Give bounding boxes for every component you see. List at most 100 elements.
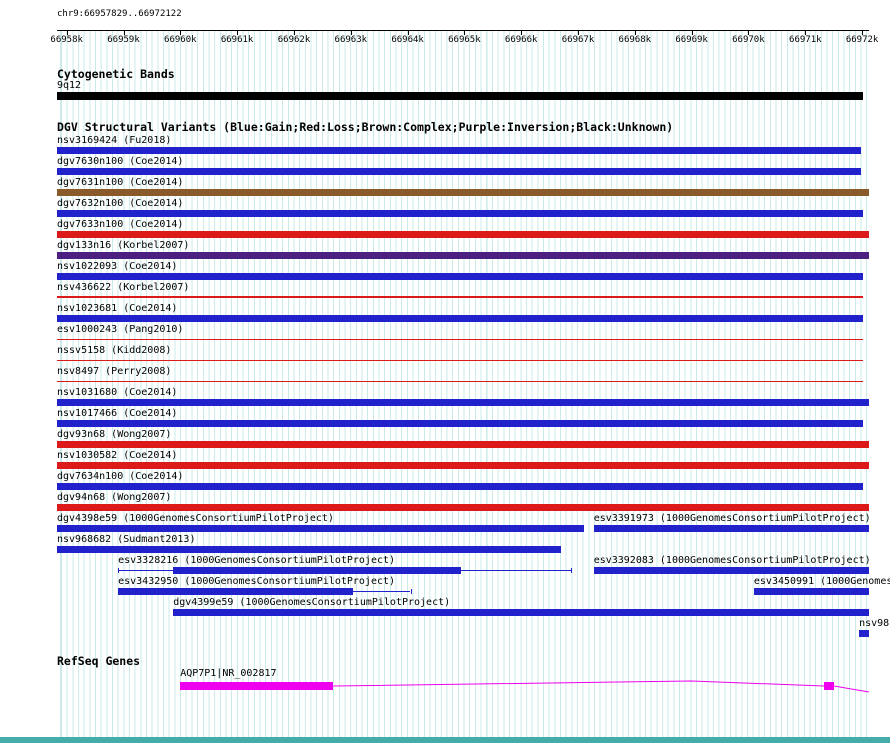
feature-label[interactable]: dgv7631n100 (Coe2014) bbox=[57, 177, 184, 188]
feature-bar[interactable] bbox=[57, 504, 869, 511]
feature-bar[interactable] bbox=[173, 567, 461, 574]
track-title-cytogenetic-bands: Cytogenetic Bands bbox=[57, 67, 175, 81]
footer-bar bbox=[0, 737, 890, 743]
ruler-tick-label: 66967k bbox=[561, 35, 595, 45]
feature-label[interactable]: nsv1017466 (Coe2014) bbox=[57, 408, 178, 419]
feature-label[interactable]: dgv133n16 (Korbel2007) bbox=[57, 240, 190, 251]
ruler-tick-mark bbox=[66, 30, 68, 35]
feature-bar[interactable] bbox=[57, 273, 863, 280]
feature-label[interactable]: esv3392083 (1000GenomesConsortiumPilotPr… bbox=[593, 555, 871, 566]
feature-bar[interactable] bbox=[57, 315, 863, 322]
feature-label[interactable]: nsv1023681 (Coe2014) bbox=[57, 303, 178, 314]
feature-label[interactable]: nsv8497 (Perry2008) bbox=[57, 366, 172, 377]
feature-label[interactable]: nssv5158 (Kidd2008) bbox=[57, 345, 172, 356]
ruler-tick-label: 66962k bbox=[277, 35, 311, 45]
ruler-tick-mark bbox=[294, 30, 295, 35]
feature-bar[interactable] bbox=[57, 399, 869, 406]
feature-label[interactable]: nsv436622 (Korbel2007) bbox=[57, 282, 190, 293]
ruler-tick-mark bbox=[805, 30, 807, 35]
feature-label[interactable]: nsv3169424 (Fu2018) bbox=[57, 135, 172, 146]
feature-connector-tick bbox=[570, 568, 572, 573]
feature-bar[interactable] bbox=[593, 567, 869, 574]
feature-bar[interactable] bbox=[57, 525, 584, 532]
feature-bar[interactable] bbox=[57, 420, 863, 427]
ruler-tick-mark bbox=[862, 30, 864, 35]
track-title-refseq-genes: RefSeq Genes bbox=[57, 654, 141, 668]
feature-label[interactable]: esv3432950 (1000GenomesConsortiumPilotPr… bbox=[118, 576, 396, 587]
feature-bar[interactable] bbox=[57, 210, 863, 217]
feature-label[interactable]: dgv4399e59 (1000GenomesConsortiumPilotPr… bbox=[173, 597, 451, 608]
feature-label[interactable]: dgv94n68 (Wong2007) bbox=[57, 492, 172, 503]
ruler-tick-label: 66965k bbox=[448, 35, 481, 45]
feature-bar[interactable] bbox=[57, 147, 861, 154]
ruler-tick-mark bbox=[180, 30, 182, 35]
ruler-tick-mark bbox=[237, 30, 239, 35]
ruler-axis-line bbox=[57, 30, 869, 31]
feature-bar[interactable] bbox=[57, 360, 863, 361]
feature-label[interactable]: nsv1031680 (Coe2014) bbox=[57, 387, 178, 398]
feature-bar[interactable] bbox=[57, 462, 869, 469]
cytoband-label: 9q12 bbox=[57, 80, 82, 91]
feature-bar[interactable] bbox=[118, 588, 354, 595]
gene-exon[interactable] bbox=[824, 682, 834, 690]
gene-intron-segment bbox=[333, 680, 825, 687]
feature-bar[interactable] bbox=[173, 609, 869, 616]
cytoband-bar[interactable] bbox=[57, 92, 863, 100]
feature-connector-tick bbox=[410, 589, 412, 594]
feature-label[interactable]: dgv93n68 (Wong2007) bbox=[57, 429, 172, 440]
ruler-tick-label: 66964k bbox=[391, 35, 424, 45]
feature-bar[interactable] bbox=[753, 588, 869, 595]
ruler-tick-label: 66971k bbox=[789, 35, 822, 45]
feature-label[interactable]: dgv7633n100 (Coe2014) bbox=[57, 219, 184, 230]
feature-label[interactable]: esv3391973 (1000GenomesConsortiumPilotPr… bbox=[593, 513, 871, 524]
feature-bar[interactable] bbox=[57, 168, 861, 175]
ruler-tick-mark bbox=[350, 30, 352, 35]
feature-bar[interactable] bbox=[57, 546, 561, 553]
ruler-tick-mark bbox=[578, 30, 579, 35]
ruler-tick-label: 66970k bbox=[732, 35, 765, 45]
feature-label[interactable]: esv3450991 (1000Genomes bbox=[753, 576, 890, 587]
feature-label[interactable]: nsv1022093 (Coe2014) bbox=[57, 261, 178, 272]
ruler-tick-mark bbox=[521, 30, 523, 35]
ruler-tick-label: 66961k bbox=[220, 35, 254, 45]
feature-bar[interactable] bbox=[57, 381, 863, 382]
ruler-tick-mark bbox=[748, 30, 750, 35]
gene-label[interactable]: AQP7P1|NR_002817 bbox=[180, 668, 277, 679]
feature-label[interactable]: nsv98 bbox=[859, 618, 890, 629]
feature-connector-tick bbox=[118, 568, 120, 573]
ruler-tick-mark bbox=[634, 30, 636, 35]
feature-bar[interactable] bbox=[57, 231, 869, 238]
track-title-dgv-structural-variants: DGV Structural Variants (Blue:Gain;Red:L… bbox=[57, 120, 674, 134]
feature-bar[interactable] bbox=[57, 339, 863, 340]
region-label: chr9:66957829..66972122 bbox=[57, 9, 182, 19]
ruler-tick-label: 66968k bbox=[618, 35, 652, 45]
ruler-tick-mark bbox=[123, 30, 125, 35]
ruler-tick-mark bbox=[407, 30, 409, 35]
feature-label[interactable]: nsv968682 (Sudmant2013) bbox=[57, 534, 196, 545]
gene-exon[interactable] bbox=[180, 682, 334, 690]
ruler-tick-label: 66969k bbox=[675, 35, 708, 45]
ruler-tick-label: 66963k bbox=[334, 35, 368, 45]
feature-label[interactable]: esv3328216 (1000GenomesConsortiumPilotPr… bbox=[118, 555, 396, 566]
feature-bar[interactable] bbox=[57, 296, 863, 298]
gene-tail-segment bbox=[833, 685, 870, 693]
ruler-tick-mark bbox=[464, 30, 466, 35]
feature-label[interactable]: esv1000243 (Pang2010) bbox=[57, 324, 184, 335]
feature-bar[interactable] bbox=[57, 441, 869, 448]
feature-bar[interactable] bbox=[593, 525, 869, 532]
ruler-tick-label: 66972k bbox=[845, 35, 879, 45]
feature-label[interactable]: dgv7632n100 (Coe2014) bbox=[57, 198, 184, 209]
feature-label[interactable]: dgv4398e59 (1000GenomesConsortiumPilotPr… bbox=[57, 513, 334, 524]
feature-label[interactable]: nsv1030582 (Coe2014) bbox=[57, 450, 178, 461]
feature-label[interactable]: dgv7630n100 (Coe2014) bbox=[57, 156, 184, 167]
feature-bar[interactable] bbox=[859, 630, 869, 637]
feature-bar[interactable] bbox=[57, 252, 869, 259]
feature-bar[interactable] bbox=[57, 189, 869, 196]
feature-label[interactable]: dgv7634n100 (Coe2014) bbox=[57, 471, 184, 482]
feature-bar[interactable] bbox=[57, 483, 863, 490]
